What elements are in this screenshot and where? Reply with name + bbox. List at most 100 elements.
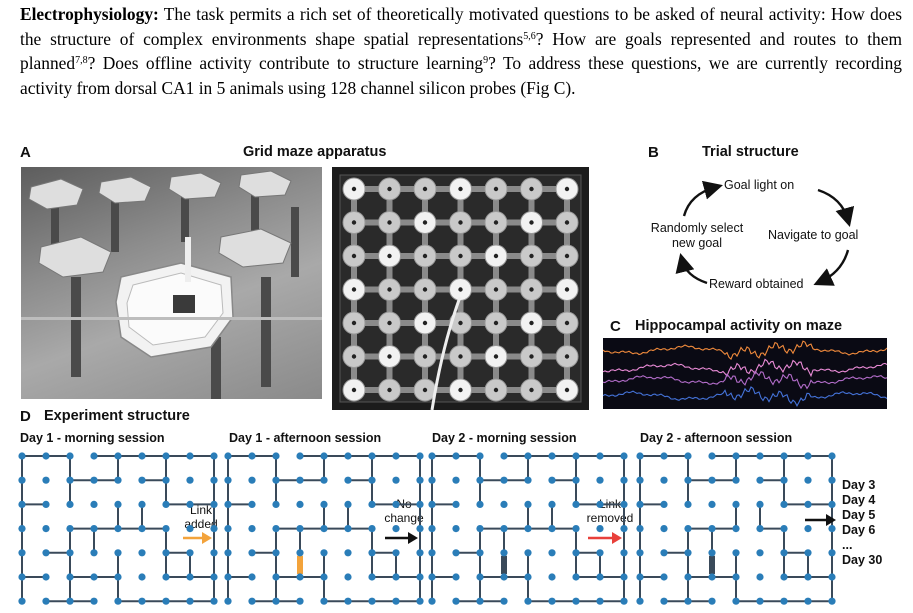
maze-node <box>90 500 98 508</box>
maze-node <box>548 573 556 581</box>
paragraph-text-3: ? Does offline activity contribute to st… <box>87 53 484 74</box>
maze-node <box>548 597 556 605</box>
maze-node <box>828 525 836 533</box>
maze-node <box>224 476 232 484</box>
maze-node <box>272 452 280 460</box>
maze-bridge <box>389 219 425 226</box>
citation-5-6: 5,6 <box>523 30 536 42</box>
maze-bridge <box>531 186 567 192</box>
maze-node <box>114 597 122 605</box>
maze-platform-well <box>564 287 570 292</box>
maze-node <box>708 549 716 557</box>
maze-platform-well <box>458 253 463 259</box>
maze-node <box>708 573 716 581</box>
maze-node <box>368 597 376 605</box>
maze-node <box>210 476 218 484</box>
maze-node <box>756 500 764 508</box>
maze-platform-well <box>529 220 534 225</box>
maze-platform-well <box>458 220 463 225</box>
maze-node <box>210 525 218 533</box>
maze-bridge <box>425 387 460 393</box>
maze-node <box>186 525 194 533</box>
maze-bridge <box>460 219 496 226</box>
maze-bridge <box>422 289 428 323</box>
maze-node <box>804 597 812 605</box>
session-label-day2-afternoon: Day 2 - afternoon session <box>640 431 793 445</box>
maze-node <box>452 573 460 581</box>
maze-platform-well <box>564 387 570 393</box>
maze-bridge <box>493 323 499 356</box>
maze-platform-well <box>564 253 570 259</box>
maze-bridge <box>531 387 567 393</box>
maze-node <box>428 452 436 460</box>
maze-bridge <box>457 356 464 390</box>
panel-d-title: Experiment structure <box>44 408 190 424</box>
maze-node <box>572 597 580 605</box>
cycle-arrow-3 <box>675 253 708 285</box>
days-list-item: Day 5 <box>842 508 876 522</box>
maze-node <box>548 452 556 460</box>
maze-node <box>320 500 328 508</box>
added-link <box>297 555 303 574</box>
maze-node <box>596 452 604 460</box>
maze-bridge <box>457 323 464 356</box>
maze-bridge <box>460 186 496 192</box>
maze-node <box>320 476 328 484</box>
maze-node <box>114 549 122 557</box>
maze-node <box>636 525 644 533</box>
maze-node <box>620 573 628 581</box>
maze-bridge <box>351 323 357 356</box>
maze-node <box>708 597 716 605</box>
maze-node <box>476 476 484 484</box>
maze-node <box>114 476 122 484</box>
maze-node <box>18 452 26 460</box>
maze-node <box>186 500 194 508</box>
maze-node <box>732 452 740 460</box>
maze-node <box>18 476 26 484</box>
panel-a-letter: A <box>20 144 31 161</box>
maze-node <box>162 452 170 460</box>
maze-node <box>572 573 580 581</box>
maze-node <box>428 573 436 581</box>
maze-node <box>210 549 218 557</box>
maze-photo-perspective-drawing <box>21 170 322 399</box>
maze-node <box>524 549 532 557</box>
maze-node <box>186 549 194 557</box>
maze-bridge <box>528 222 535 256</box>
maze-node <box>186 573 194 581</box>
maze-node <box>660 500 668 508</box>
maze-node <box>320 597 328 605</box>
maze-node <box>344 452 352 460</box>
maze-bridge <box>351 356 357 390</box>
maze-node <box>780 500 788 508</box>
maze-node <box>248 597 256 605</box>
maze-node <box>828 597 836 605</box>
maze-bridge <box>460 387 496 393</box>
maze-node <box>780 476 788 484</box>
maze-platform-well <box>351 253 357 259</box>
maze-node <box>42 500 50 508</box>
maze-node <box>596 476 604 484</box>
maze-bridge <box>389 320 425 326</box>
transition-label-link-added: Link added <box>182 503 220 531</box>
maze-node <box>636 500 644 508</box>
citation-9: 9 <box>483 55 489 67</box>
maze-node <box>162 476 170 484</box>
maze-node <box>210 597 218 605</box>
maze-node <box>272 500 280 508</box>
maze-node <box>344 500 352 508</box>
maze-node <box>368 525 376 533</box>
maze-node <box>684 500 692 508</box>
maze-node <box>452 597 460 605</box>
maze-bridge <box>564 256 570 289</box>
maze-node <box>42 573 50 581</box>
maze-platform-well <box>351 186 357 192</box>
maze-bridge <box>354 320 389 326</box>
maze-bridge <box>386 189 393 222</box>
maze-node <box>684 525 692 533</box>
maze-bridge <box>528 289 535 323</box>
maze-node <box>804 452 812 460</box>
maze-bridge <box>422 189 428 222</box>
maze-platform-well <box>387 387 392 393</box>
